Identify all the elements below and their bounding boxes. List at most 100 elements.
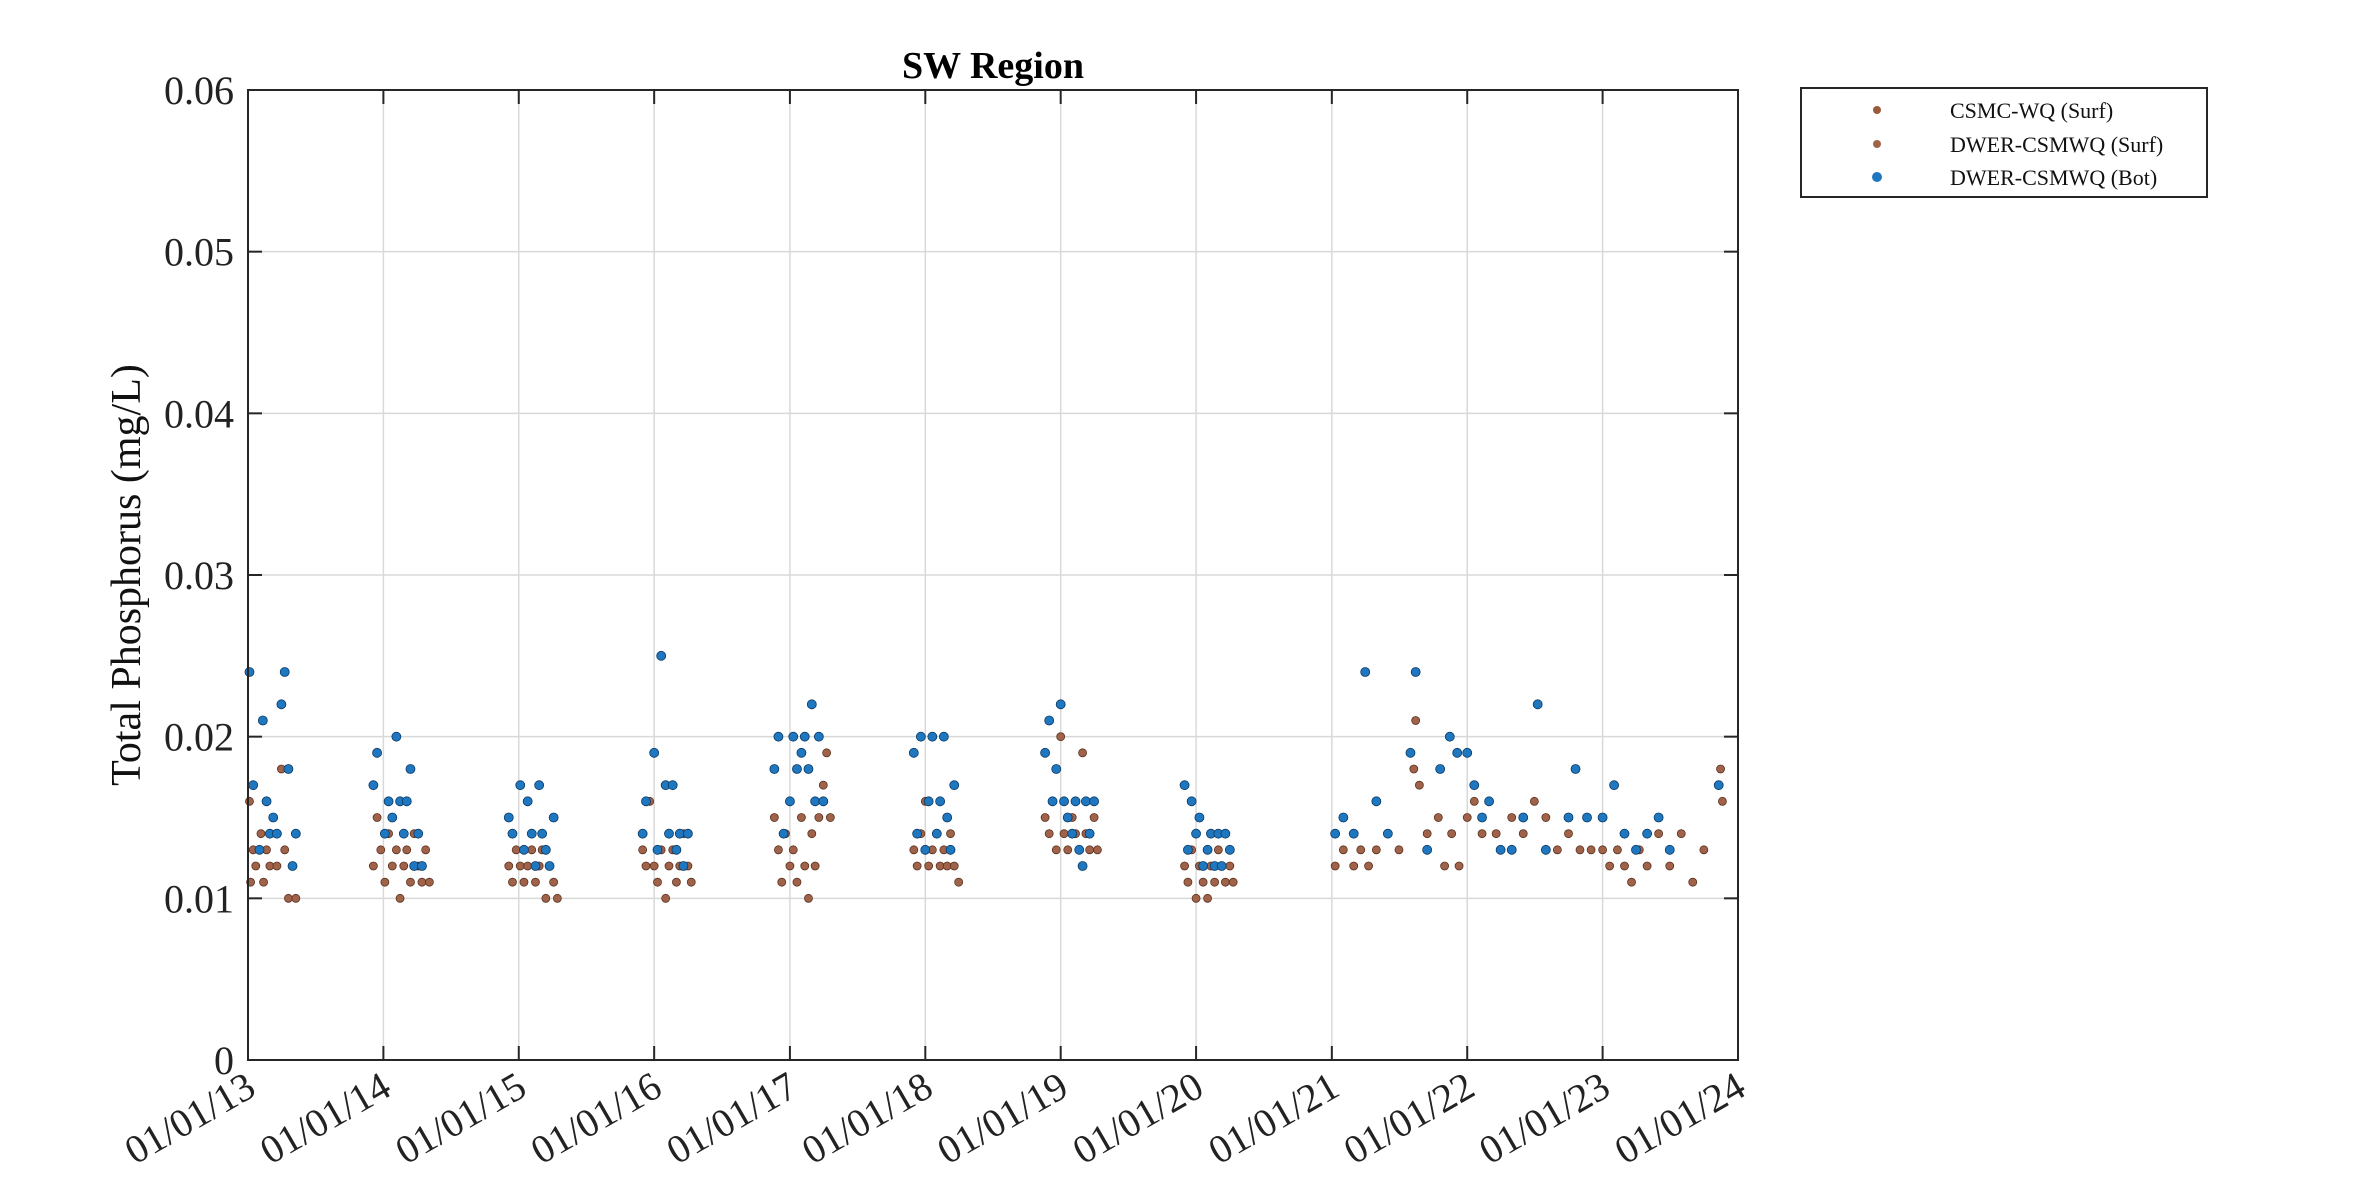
data-point [1642,828,1653,839]
data-point [1586,845,1596,855]
data-point [949,780,960,791]
data-point [810,861,820,871]
data-point [661,893,671,903]
legend: CSMC-WQ (Surf) DWER-CSMWQ (Surf) DWER-CS… [1800,87,2208,198]
data-point [638,845,648,855]
data-point [1191,893,1201,903]
data-point [1631,844,1641,855]
legend-label-csmc-wq-surf: CSMC-WQ (Surf) [1950,98,2113,123]
data-point [1529,796,1539,806]
legend-box [1800,87,2208,198]
data-point [515,861,525,871]
data-point [938,731,949,742]
data-point [380,877,390,887]
data-point [1582,812,1592,823]
data-point [1447,829,1457,839]
x-tick-label: 01/01/18 [794,1063,940,1173]
data-point [287,861,298,871]
data-point [1059,796,1069,807]
data-point [912,828,923,839]
data-point [920,844,931,855]
data-point [417,877,427,887]
data-point [283,764,294,774]
data-point [1051,764,1062,774]
data-point [1598,845,1608,855]
data-point [290,828,301,839]
data-point [656,650,667,661]
data-point [908,747,919,758]
data-point [686,877,696,887]
data-point [653,877,662,887]
data-point [1605,861,1615,871]
data-point [1356,845,1366,855]
data-point [279,667,290,677]
data-point [814,813,824,822]
data-point [649,747,660,758]
data-point [1055,699,1066,710]
data-point [946,829,955,839]
data-point [1469,780,1480,791]
data-point [785,796,795,807]
chart-title: SW Region [902,45,1084,87]
data-point [1085,845,1095,855]
series-2 [244,650,1724,871]
legend-label-dwer-csmwq-surf: DWER-CSMWQ (Surf) [1950,132,2163,157]
y-tick-label: 0.04 [164,391,234,436]
data-point [1506,844,1517,855]
data-point [1338,845,1348,855]
data-point [769,813,779,822]
legend-marker-dwer-csmwq-surf [1873,140,1881,148]
data-point [268,812,279,823]
data-point [383,796,394,807]
data-point [534,780,545,791]
data-point [1676,829,1686,839]
data-point [530,861,541,871]
data-point [1619,828,1630,839]
data-point [519,844,529,855]
data-point [261,796,272,807]
data-point [1532,699,1543,710]
data-point [1059,829,1069,839]
data-point [788,731,799,742]
data-point [406,877,415,887]
data-point [1348,828,1359,839]
data-point [799,731,810,742]
data-point [544,861,555,871]
data-point [1653,812,1664,823]
data-point [769,764,780,774]
data-point [537,828,548,839]
data-point [1716,764,1725,774]
data-point [256,829,266,839]
data-point [526,828,537,839]
data-point [1228,877,1238,887]
data-point [813,731,824,742]
data-point [1654,829,1664,839]
data-point [376,845,386,855]
data-point [1183,877,1193,887]
data-point [672,877,681,887]
data-point [1216,861,1227,871]
data-point [923,796,934,807]
data-point [284,893,293,903]
data-point [652,844,663,855]
data-point [541,893,551,903]
data-point [641,796,651,807]
data-point [683,828,693,839]
data-point [792,764,802,774]
data-point [942,812,953,823]
data-point [778,828,789,839]
data-point [1540,844,1551,855]
data-point [1213,845,1223,855]
data-point [1070,796,1081,807]
data-point [507,828,518,839]
data-point [1063,845,1073,855]
data-point [773,731,784,742]
data-point [818,796,829,807]
data-point [1225,861,1235,871]
data-point [803,764,814,774]
data-point [1047,796,1058,807]
data-point [1194,812,1205,823]
data-point [1210,877,1220,887]
